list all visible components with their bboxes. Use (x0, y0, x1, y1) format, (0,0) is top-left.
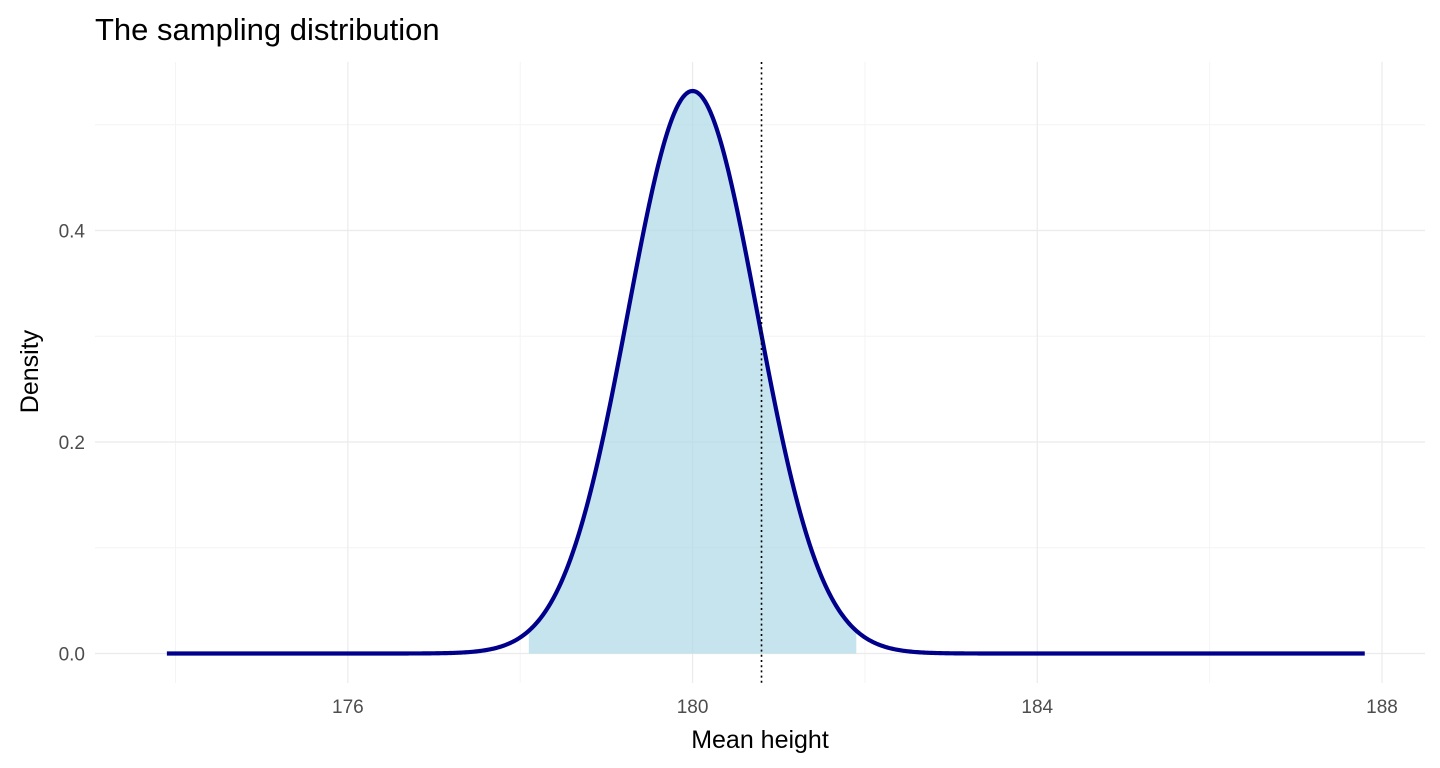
x-tick-label: 188 (1366, 697, 1398, 718)
x-axis-title: Mean height (691, 726, 829, 754)
y-tick-label: 0.4 (59, 222, 86, 243)
x-tick-label: 176 (332, 697, 364, 718)
x-tick-label: 180 (677, 697, 709, 718)
y-axis-ticks: 0.0 0.2 0.4 (59, 222, 86, 666)
x-tick-label: 184 (1021, 697, 1053, 718)
density-curve-line (166, 88, 1366, 656)
x-axis-ticks: 176 180 184 188 (332, 697, 1398, 718)
density-line-layer (166, 88, 1366, 656)
chart-title: The sampling distribution (95, 12, 440, 47)
y-tick-label: 0.2 (59, 433, 85, 454)
y-axis-title: Density (16, 329, 44, 413)
y-tick-label: 0.0 (59, 645, 85, 666)
density-fill-layer (528, 90, 857, 654)
density-fill-area (528, 90, 857, 654)
